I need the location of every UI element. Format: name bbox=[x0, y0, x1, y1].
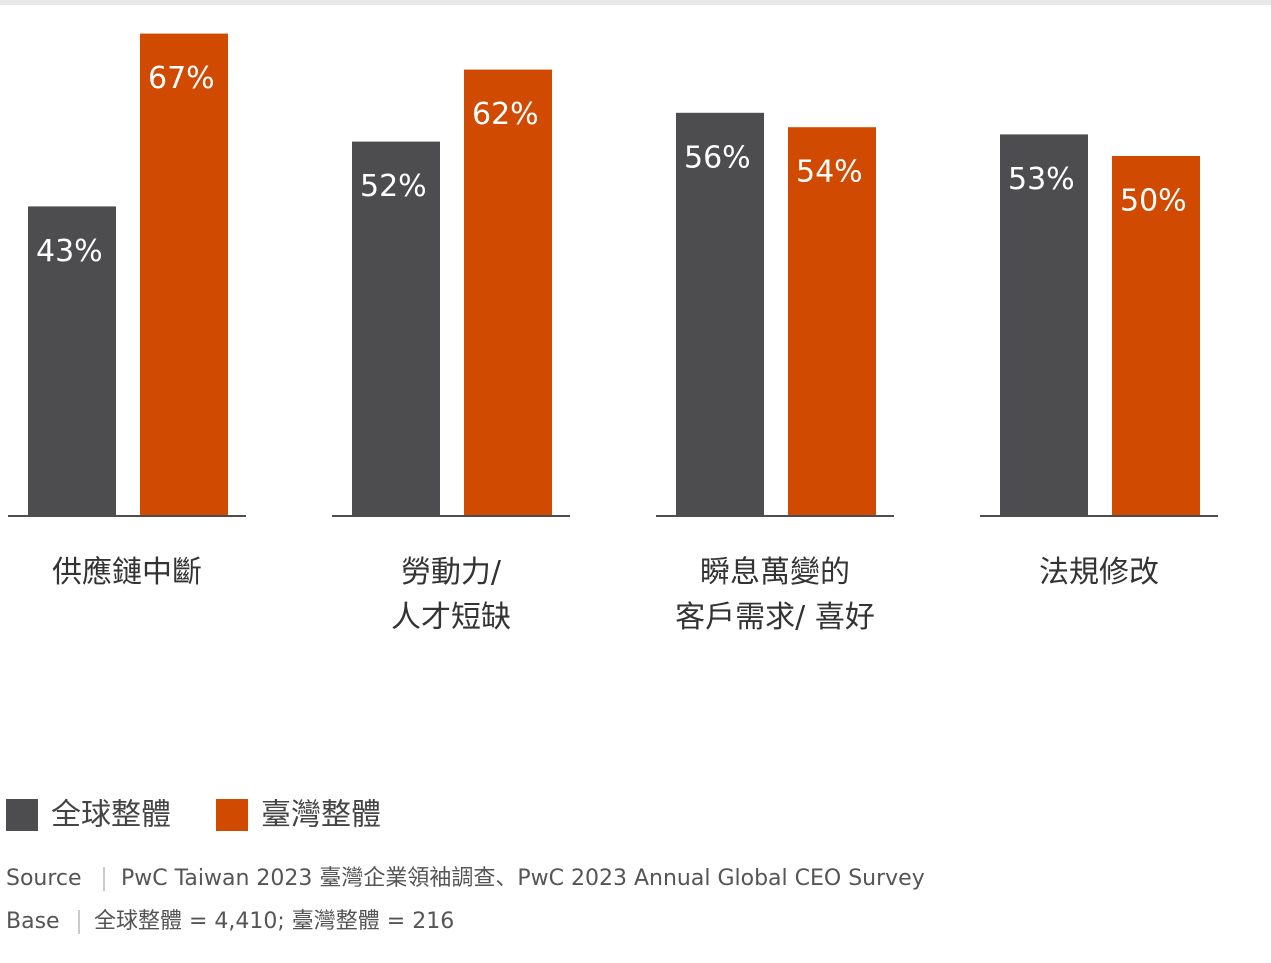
value-label: 50% bbox=[1120, 184, 1187, 219]
base: 全球整體 = 4,410; 臺灣整體 = 216 bbox=[94, 909, 454, 934]
value-label: 53% bbox=[1008, 162, 1075, 197]
value-label: 52% bbox=[360, 169, 427, 204]
source: PwC Taiwan 2023 臺灣企業領袖調查、PwC 2023 Annual… bbox=[121, 866, 925, 891]
bar bbox=[788, 127, 876, 516]
value-label: 67% bbox=[148, 61, 215, 96]
source-label: Source bbox=[6, 866, 82, 891]
bar bbox=[676, 112, 764, 517]
bar bbox=[28, 206, 116, 516]
base-label: Base bbox=[6, 909, 60, 934]
category-label: 供應鏈中斷 bbox=[52, 555, 202, 590]
bar bbox=[464, 69, 552, 516]
legend-swatch bbox=[216, 799, 248, 831]
legend-label: 全球整體 bbox=[51, 798, 171, 833]
category-label: 法規修改 bbox=[1039, 555, 1159, 590]
category-label: 瞬息萬變的客戶需求/ 喜好 bbox=[675, 555, 875, 635]
legend-label: 臺灣整體 bbox=[261, 798, 381, 833]
bar bbox=[1112, 156, 1200, 516]
top-strip bbox=[0, 0, 1271, 5]
bar bbox=[1000, 134, 1088, 516]
category-label: 勞動力/人才短缺 bbox=[391, 555, 511, 635]
value-label: 62% bbox=[472, 97, 539, 132]
bar bbox=[352, 141, 440, 516]
legend-swatch bbox=[6, 799, 38, 831]
value-label: 54% bbox=[796, 155, 863, 190]
value-label: 43% bbox=[36, 234, 103, 269]
value-label: 56% bbox=[684, 140, 751, 175]
bar bbox=[140, 33, 228, 516]
